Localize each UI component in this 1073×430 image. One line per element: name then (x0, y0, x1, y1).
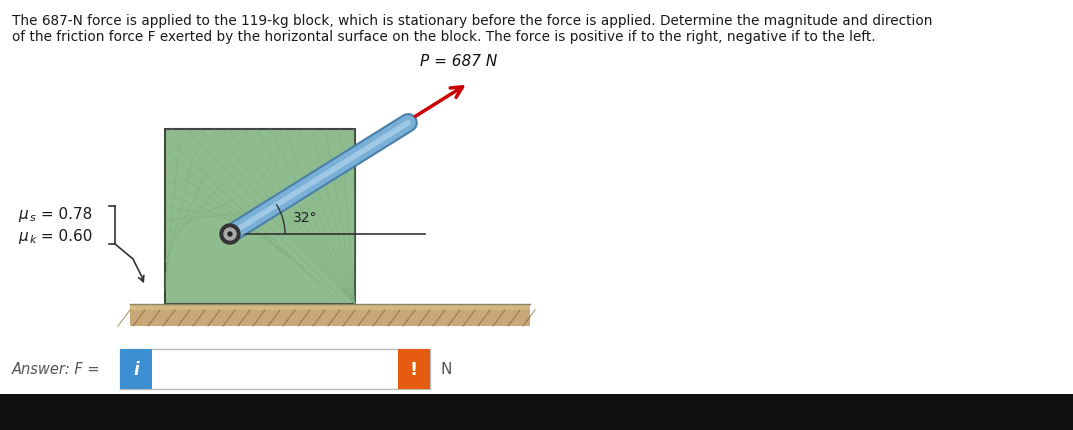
Text: = 0.60: = 0.60 (36, 229, 92, 244)
Bar (0, 394, 1073, 430)
Bar (120, 349, 152, 389)
Bar (120, 349, 430, 389)
Circle shape (220, 224, 240, 244)
Text: P = 687 N: P = 687 N (420, 54, 497, 69)
Text: Answer: F =: Answer: F = (12, 362, 101, 377)
Bar (130, 310, 530, 326)
Text: of the friction force F exerted by the horizontal surface on the block. The forc: of the friction force F exerted by the h… (12, 30, 876, 44)
Bar (130, 304, 530, 310)
Text: !: ! (410, 360, 418, 378)
Bar (165, 130, 355, 304)
Text: = 0.78: = 0.78 (36, 207, 92, 222)
Bar (398, 349, 430, 389)
Text: N: N (440, 362, 452, 377)
Circle shape (224, 228, 236, 240)
Text: 32°: 32° (293, 210, 318, 224)
Circle shape (227, 233, 232, 237)
Text: k: k (30, 234, 36, 244)
Text: The 687-N force is applied to the 119-kg block, which is stationary before the f: The 687-N force is applied to the 119-kg… (12, 14, 932, 28)
Text: μ: μ (18, 229, 28, 244)
Text: i: i (133, 360, 138, 378)
Text: s: s (30, 212, 35, 222)
Text: μ: μ (18, 207, 28, 222)
